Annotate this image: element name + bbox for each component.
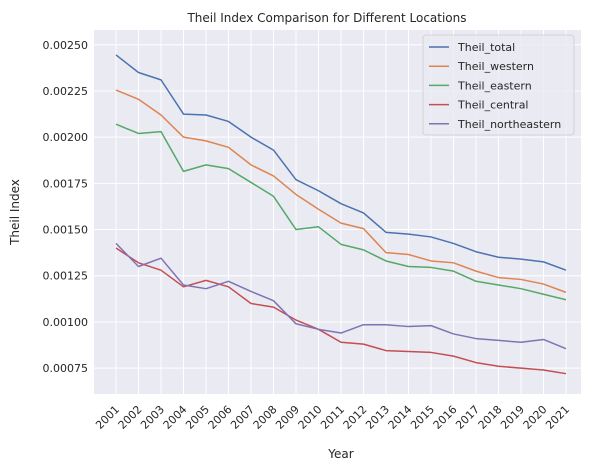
- series-line-theil-eastern: [115, 123, 567, 301]
- x-tick-label: 2003: [138, 403, 167, 432]
- y-tick-label: 0.00250: [43, 39, 89, 52]
- x-tick-label: 2008: [251, 403, 280, 432]
- x-tick-label: 2011: [318, 403, 347, 432]
- legend-box: [422, 34, 575, 136]
- x-tick-label: 2005: [183, 403, 212, 432]
- series-line-theil-central: [115, 247, 567, 375]
- x-tick-label: 2001: [93, 403, 122, 432]
- y-tick-label: 0.00100: [43, 316, 89, 329]
- legend-label: Theil_central: [457, 99, 529, 112]
- y-axis-ticks: 0.00075 0.00100 0.00125 0.00150 0.00175 0.002…: [43, 39, 89, 375]
- y-tick-label: 0.00200: [43, 131, 89, 144]
- y-tick-label: 0.00075: [43, 362, 89, 375]
- y-tick-label: 0.00175: [43, 177, 89, 190]
- x-axis-ticks: 2001200220032004200520062007200820092010…: [93, 403, 572, 432]
- legend: Theil_total Theil_western Theil_eastern The…: [422, 34, 575, 136]
- series-line-theil-northeastern: [115, 242, 567, 350]
- x-tick-label: 2019: [498, 403, 527, 432]
- legend-label: Theil_western: [457, 60, 534, 73]
- x-tick-label: 2021: [543, 403, 572, 432]
- x-tick-label: 2017: [453, 403, 482, 432]
- legend-label: Theil_northeastern: [457, 118, 561, 131]
- x-tick-label: 2004: [161, 403, 190, 432]
- legend-label: Theil_total: [457, 41, 515, 54]
- x-tick-label: 2002: [116, 403, 145, 432]
- chart-title: Theil Index Comparison for Different Loc…: [186, 11, 466, 25]
- x-tick-label: 2009: [273, 403, 302, 432]
- x-tick-label: 2007: [228, 403, 257, 432]
- series-layer: [115, 54, 567, 375]
- x-axis-title: Year: [327, 447, 353, 461]
- x-tick-label: 2016: [431, 403, 460, 432]
- y-axis-title: Theil Index: [8, 179, 22, 246]
- x-tick-label: 2012: [341, 403, 370, 432]
- x-tick-label: 2020: [521, 403, 550, 432]
- x-tick-label: 2015: [408, 403, 437, 432]
- series-line-theil-western: [115, 89, 567, 294]
- y-tick-label: 0.00125: [43, 270, 89, 283]
- legend-label: Theil_eastern: [457, 79, 532, 92]
- series-line-theil-total: [115, 54, 567, 271]
- x-tick-label: 2018: [476, 403, 505, 432]
- x-tick-label: 2006: [206, 403, 235, 432]
- x-tick-label: 2014: [386, 403, 415, 432]
- y-tick-label: 0.00150: [43, 224, 89, 237]
- x-tick-label: 2013: [363, 403, 392, 432]
- x-tick-label: 2010: [296, 403, 325, 432]
- y-tick-label: 0.00225: [43, 85, 89, 98]
